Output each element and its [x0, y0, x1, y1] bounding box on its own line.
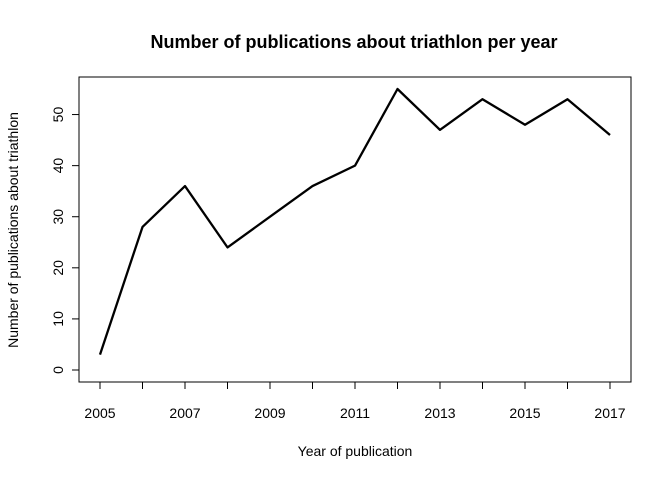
- y-tick-label: 40: [50, 158, 66, 174]
- x-tick-label: 2011: [340, 405, 370, 421]
- y-tick-label: 0: [50, 366, 66, 374]
- data-point: [99, 354, 101, 356]
- data-point: [567, 98, 569, 100]
- x-tick-label: 2017: [594, 405, 625, 421]
- y-axis: 0 10 20 30 40 50: [50, 107, 80, 374]
- data-point: [609, 134, 611, 136]
- y-tick-label: 50: [50, 107, 66, 123]
- data-point: [439, 129, 441, 131]
- data-point: [397, 88, 399, 90]
- x-axis: 2005 2007 2009 2011 2013 2015 2017: [84, 381, 626, 421]
- y-tick-label: 20: [50, 260, 66, 276]
- x-tick-label: 2009: [254, 405, 285, 421]
- data-point: [312, 185, 314, 187]
- data-point: [269, 216, 271, 218]
- data-point: [354, 165, 356, 167]
- data-points: [99, 88, 611, 356]
- y-tick-label: 10: [50, 311, 66, 327]
- plot-frame: [78, 76, 632, 383]
- x-tick-label: 2005: [84, 405, 115, 421]
- data-point: [142, 226, 144, 228]
- chart-title: Number of publications about triathlon p…: [150, 32, 557, 52]
- x-axis-label: Year of publication: [298, 443, 413, 459]
- series-line: [98, 87, 611, 356]
- data-point: [524, 124, 526, 126]
- x-tick-label: 2007: [169, 405, 200, 421]
- x-tick-label: 2015: [509, 405, 540, 421]
- data-point: [227, 246, 229, 248]
- data-point: [184, 185, 186, 187]
- x-tick-label: 2013: [424, 405, 455, 421]
- y-axis-label: Number of publications about triathlon: [5, 112, 21, 348]
- y-tick-label: 30: [50, 209, 66, 225]
- data-point: [482, 98, 484, 100]
